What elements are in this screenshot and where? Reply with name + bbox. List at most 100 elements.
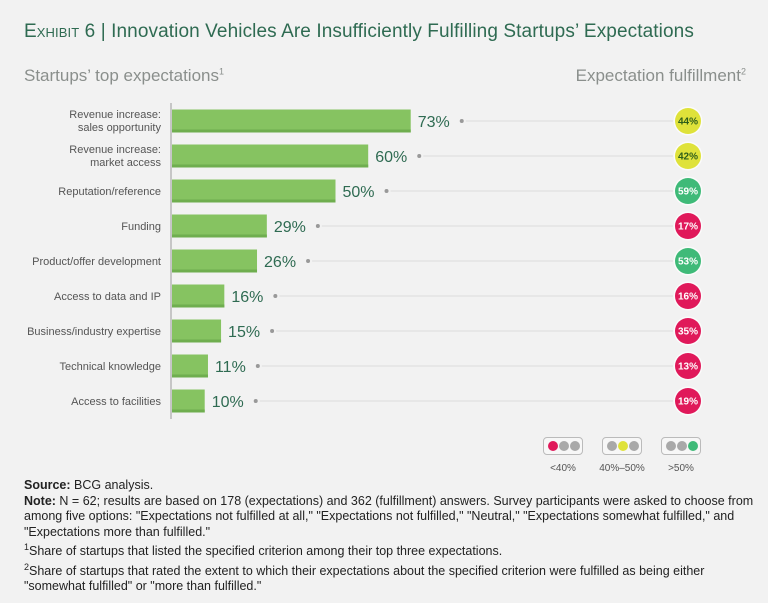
legend-label-low: <40%: [550, 463, 576, 474]
fulfillment-circle: [675, 353, 701, 379]
source-label: Source:: [24, 478, 71, 492]
expectation-bar: [172, 389, 205, 413]
category-label: Business/industry expertise: [27, 326, 161, 338]
left-header: Startups’ top expectations1: [24, 66, 224, 86]
fulfillment-circle: [675, 283, 701, 309]
footnote-1-text: Share of startups that listed the specif…: [29, 544, 503, 559]
exhibit-number: Exhibit 6: [24, 21, 96, 42]
leader-dot: [273, 294, 278, 298]
leader-dot: [253, 399, 258, 403]
legend-swatch-low: [543, 437, 583, 455]
leader-dot: [459, 119, 464, 123]
fulfillment-value-label: 16%: [678, 292, 698, 303]
footnote-2: 2Share of startups that rated the extent…: [24, 560, 754, 595]
expectation-bar: [172, 319, 222, 343]
category-label: Funding: [121, 221, 161, 233]
right-header-text: Expectation fulfillment: [575, 66, 741, 85]
fulfillment-circle: [675, 143, 701, 169]
leader-dot: [306, 259, 311, 263]
expectation-value-label: 16%: [231, 289, 263, 306]
category-label: sales opportunity: [78, 122, 162, 134]
fulfillment-circle: [675, 318, 701, 344]
expectation-value-label: 60%: [375, 149, 407, 166]
footnote-marker-2: 2: [740, 66, 746, 77]
expectation-bar: [172, 284, 225, 308]
expectation-bar-shadow: [172, 339, 222, 343]
expectation-bar-shadow: [172, 374, 208, 378]
expectation-value-label: 73%: [418, 114, 450, 131]
note-line: Note: N = 62; results are based on 178 (…: [24, 494, 754, 541]
bar-chart: Revenue increase:sales opportunity 73% 44%…: [27, 103, 703, 419]
leader-dot: [270, 329, 275, 333]
category-label: Reputation/reference: [58, 186, 161, 198]
fulfillment-value-label: 53%: [678, 257, 698, 268]
expectation-value-label: 29%: [274, 219, 306, 236]
fulfillment-circle: [675, 388, 701, 414]
right-header: Expectation fulfillment2: [576, 66, 746, 86]
leader-dot: [255, 364, 260, 368]
footnote-2-mark: 2: [24, 561, 30, 572]
legend-swatch-mid: [602, 437, 642, 455]
fulfillment-value-label: 42%: [678, 152, 698, 163]
footnote-2-text: Share of startups that rated the extent …: [24, 563, 705, 594]
expectation-bar-shadow: [172, 129, 411, 133]
title-text: Innovation Vehicles Are Insufficiently F…: [111, 21, 694, 42]
expectation-value-label: 50%: [343, 184, 375, 201]
legend-dot-gray: [570, 441, 580, 451]
exhibit-title: Exhibit 6 | Innovation Vehicles Are Insu…: [24, 21, 694, 43]
note-text: N = 62; results are based on 178 (expect…: [24, 493, 754, 539]
legend-label-mid: 40%–50%: [599, 463, 645, 474]
expectation-value-label: 26%: [264, 254, 296, 271]
expectation-bar: [172, 214, 267, 238]
fulfillment-value-label: 59%: [678, 187, 698, 198]
leader-dot: [384, 189, 389, 193]
fulfillment-value-label: 35%: [678, 327, 698, 338]
category-label: Access to facilities: [71, 396, 161, 408]
footnotes: Source: BCG analysis. Note: N = 62; resu…: [24, 478, 754, 595]
fulfillment-value-label: 44%: [678, 117, 698, 128]
expectation-bar: [172, 249, 258, 273]
legend-swatch-high: [661, 437, 701, 455]
source-line: Source: BCG analysis.: [24, 478, 754, 494]
legend-dot-red: [548, 441, 558, 451]
category-label: Access to data and IP: [54, 291, 161, 303]
fulfillment-circle: [675, 108, 701, 134]
category-label: Technical knowledge: [59, 361, 161, 373]
legend-dot-gray: [677, 441, 687, 451]
expectation-bar: [172, 179, 336, 203]
legend-dot-yellow: [618, 441, 628, 451]
title-separator: |: [95, 21, 112, 42]
expectation-value-label: 15%: [228, 324, 260, 341]
legend-dot-gray: [629, 441, 639, 451]
expectation-bar-shadow: [172, 199, 336, 203]
footnote-1-mark: 1: [24, 542, 30, 552]
fulfillment-circle: [675, 213, 701, 239]
expectation-bar: [172, 109, 411, 133]
left-header-text: Startups’ top expectations: [24, 66, 219, 85]
legend-dot-gray: [607, 441, 617, 451]
leader-dot: [417, 154, 422, 158]
category-label: Revenue increase:: [69, 144, 161, 156]
fulfillment-value-label: 13%: [678, 362, 698, 373]
legend-label-high: >50%: [668, 463, 694, 474]
legend-dot-gray: [666, 441, 676, 451]
expectation-bar-shadow: [172, 164, 369, 168]
fulfillment-circle: [675, 178, 701, 204]
footnote-1: 1Share of startups that listed the speci…: [24, 540, 754, 560]
category-label: Revenue increase:: [69, 109, 161, 121]
expectation-bar: [172, 354, 208, 378]
legend-dot-gray: [559, 441, 569, 451]
category-label: Product/offer development: [32, 256, 161, 268]
footnote-marker-1: 1: [219, 66, 225, 77]
legend-dot-green: [688, 441, 698, 451]
source-text: BCG analysis.: [70, 478, 154, 492]
leader-dot: [315, 224, 320, 228]
fulfillment-value-label: 19%: [678, 397, 698, 408]
expectation-value-label: 11%: [215, 359, 246, 376]
fulfillment-value-label: 17%: [678, 222, 698, 233]
expectation-value-label: 10%: [212, 394, 244, 411]
expectation-bar-shadow: [172, 409, 205, 413]
note-label: Note:: [24, 493, 56, 508]
expectation-bar-shadow: [172, 234, 267, 238]
fulfillment-circle: [675, 248, 701, 274]
